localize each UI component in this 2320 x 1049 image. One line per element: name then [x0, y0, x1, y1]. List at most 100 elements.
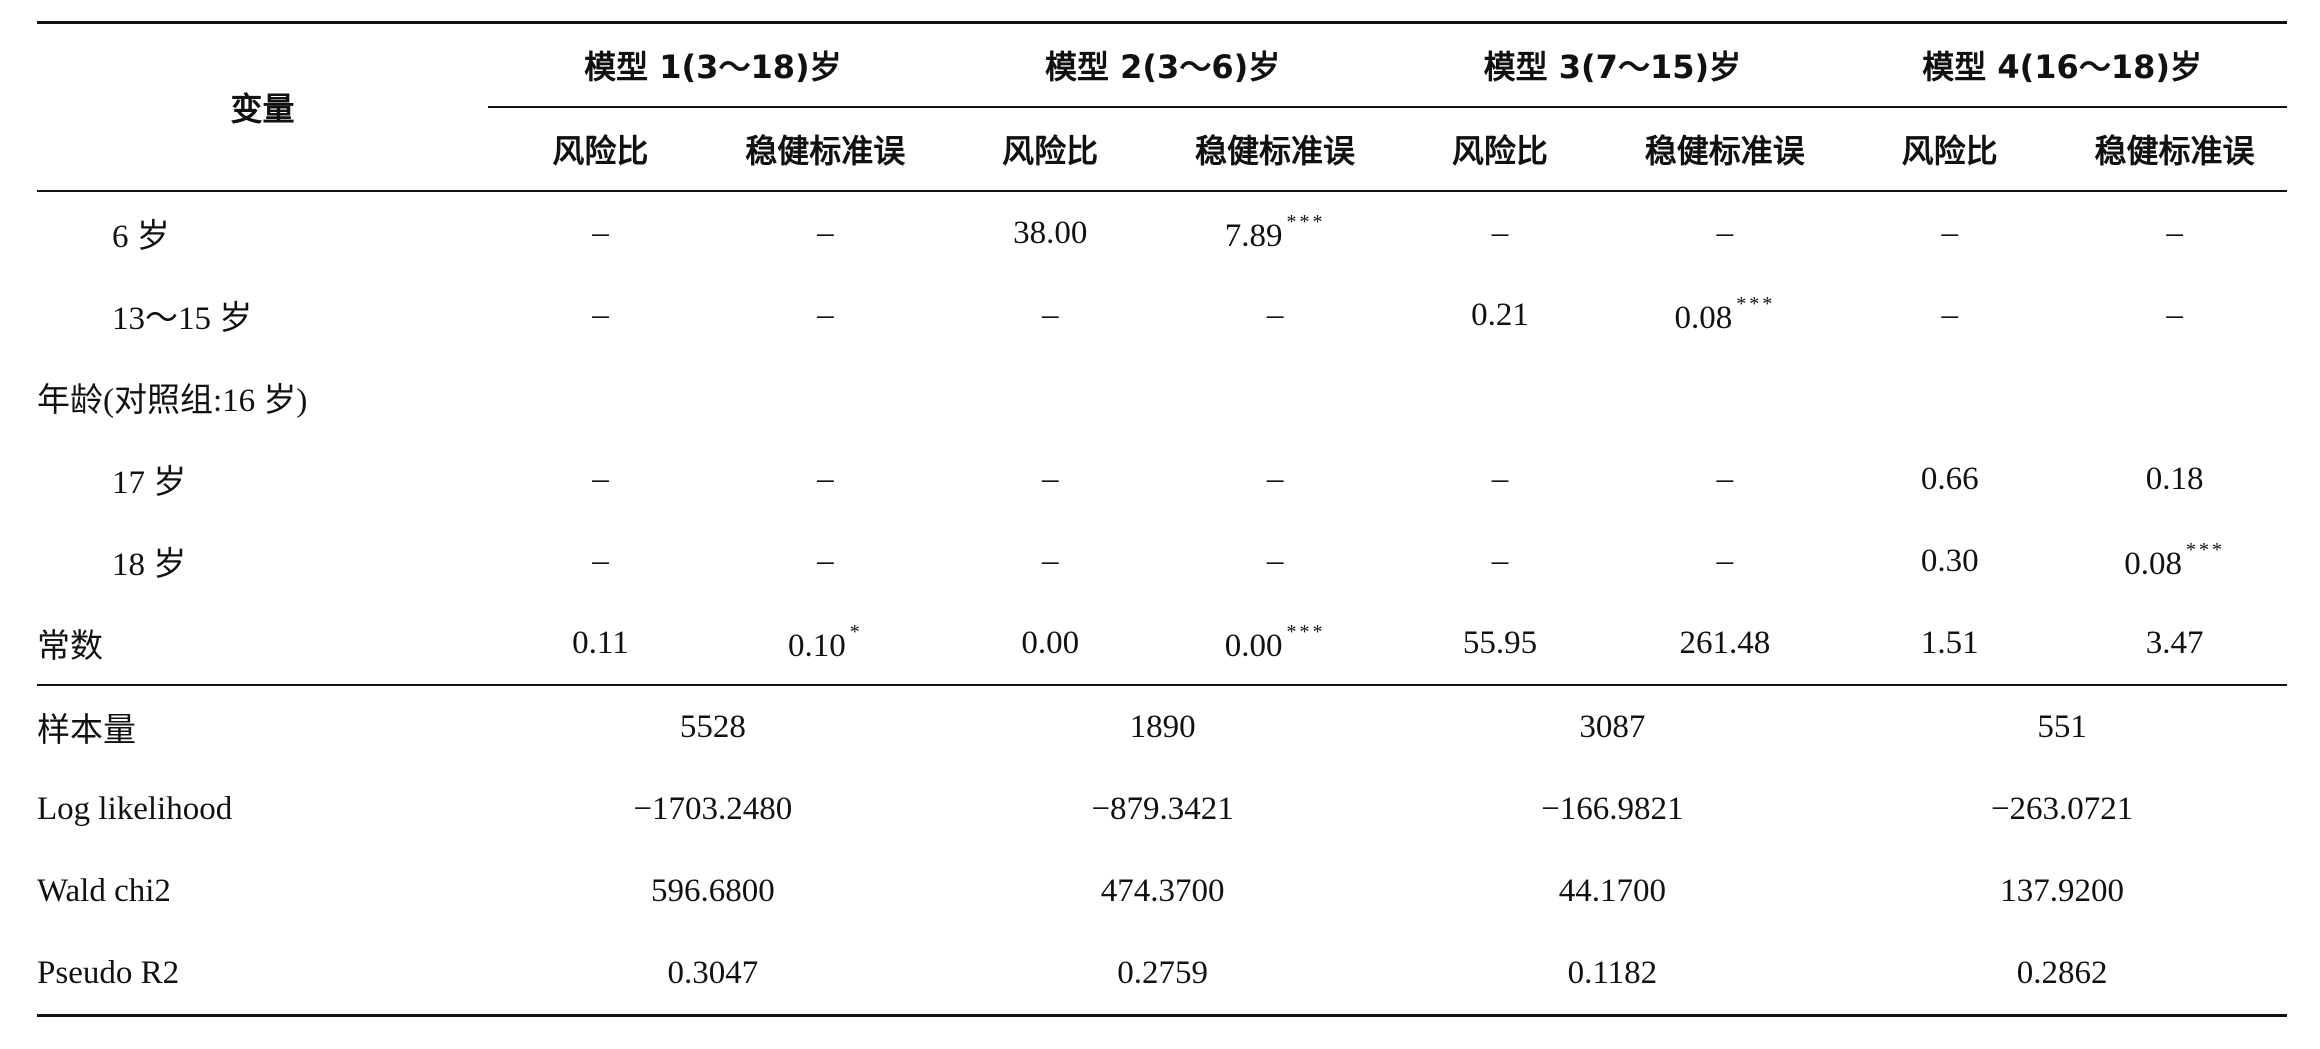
- model-title: 模型 4(16～18)岁: [1837, 21, 2287, 108]
- data-row: 13～15 岁 – – – – 0.21 0.08 *** – –: [37, 274, 2287, 356]
- cell: 7.89 ***: [1163, 191, 1388, 274]
- cell-value: 0.00: [1224, 628, 1283, 664]
- cell: 261.48: [1612, 602, 1838, 686]
- cell: 0.08 ***: [2062, 520, 2287, 602]
- row-label: 6 岁: [112, 219, 170, 255]
- cell: –: [1941, 214, 1958, 251]
- model-title: 模型 3(7～15)岁: [1387, 21, 1838, 108]
- data-row: 6 岁 – – 38.00 7.89 *** – – – –: [37, 191, 2287, 274]
- cell: 1.51: [1837, 602, 2063, 686]
- row-label: Pseudo R2: [37, 932, 488, 1017]
- column-header: 风险比: [1387, 107, 1613, 192]
- group-label: 年龄(对照组:16 岁): [37, 383, 308, 419]
- stat-value: −263.0721: [1990, 790, 2134, 827]
- row-label: 17 岁: [112, 465, 187, 501]
- stat-row: Wald chi2 596.6800 474.3700 44.1700 137.9200: [37, 850, 2287, 932]
- cell: –: [1041, 460, 1059, 497]
- cell: 0.21: [1471, 296, 1529, 333]
- cell: –: [817, 460, 834, 497]
- stat-value: 0.2862: [1837, 932, 2287, 1017]
- significance: ***: [1736, 293, 1776, 315]
- column-header: 风险比: [937, 107, 1163, 192]
- header-row: 变量 模型 1(3～18)岁 模型 2(3～6)岁 模型 3(7～15)岁 模型 4(1…: [37, 21, 2287, 192]
- column-header: 稳健标准误: [1162, 107, 1388, 192]
- cell: –: [1266, 296, 1284, 333]
- row-label: 样本量: [37, 713, 136, 749]
- row-label: Log likelihood: [37, 790, 233, 827]
- header-row: 风险比 稳健标准误 风险比 稳健标准误 风险比 稳健标准误 风险比 稳健标准误: [37, 107, 2287, 192]
- row-label: Wald chi2: [37, 872, 171, 909]
- cell: –: [817, 542, 834, 579]
- stat-value: 137.9200: [2000, 872, 2124, 909]
- column-header: 风险比: [488, 107, 713, 192]
- data-row: 常数 0.11 0.10 * 0.00 0.00 *** 55.95 261.48 1.51 3.4…: [37, 602, 2287, 686]
- model-title: 模型 2(3～6)岁: [937, 21, 1388, 108]
- cell: 0.00 ***: [1162, 602, 1388, 686]
- cell: –: [1041, 542, 1059, 579]
- stat-value: 1890: [1129, 708, 1196, 745]
- cell: –: [592, 542, 609, 579]
- stat-row: Log likelihood −1703.2480 −879.3421 −166.98…: [37, 768, 2287, 850]
- cell-value: 7.89: [1224, 218, 1283, 254]
- cell: 3.47: [2062, 602, 2287, 686]
- cell: 0.66: [1920, 460, 1979, 497]
- row-label: 13～15 岁: [112, 301, 253, 337]
- stat-value: 0.1182: [1387, 932, 1838, 1017]
- cell: –: [592, 296, 609, 333]
- header-cell: 变量: [37, 21, 488, 192]
- cell-value: 0.08: [1674, 300, 1733, 336]
- cell: –: [592, 460, 609, 497]
- stat-value: −1703.2480: [633, 790, 793, 827]
- results-table: 变量 模型 1(3～18)岁 模型 2(3～6)岁 模型 3(7～15)岁 模型 4(1…: [37, 21, 2287, 1017]
- stat-value: 551: [2037, 708, 2087, 745]
- cell: –: [1716, 214, 1734, 251]
- cell: –: [1491, 542, 1509, 579]
- cell: 0.10 *: [712, 602, 938, 686]
- model-title: 模型 1(3～18)岁: [488, 21, 938, 108]
- stat-value: 44.1700: [1558, 872, 1666, 909]
- cell: –: [817, 296, 834, 333]
- cell: –: [2166, 214, 2183, 251]
- column-header: 稳健标准误: [712, 107, 938, 192]
- cell: 0.11: [488, 602, 713, 686]
- cell: –: [1941, 296, 1958, 333]
- cell: –: [1266, 542, 1284, 579]
- column-header: 稳健标准误: [1612, 107, 1838, 192]
- cell: –: [592, 214, 609, 251]
- stat-value: −879.3421: [1091, 790, 1234, 827]
- data-row: 18 岁 – – – – – – 0.30 0.08 ***: [37, 520, 2287, 602]
- cell-value: 0.08: [2124, 546, 2182, 582]
- table-body: 6 岁 – –38.00 7.89 *** – – – –13～15 岁 – – – –0.21 0.08…: [37, 191, 2287, 1017]
- cell: –: [1041, 296, 1059, 333]
- stat-value: 5528: [679, 708, 746, 745]
- cell: –: [1491, 214, 1509, 251]
- cell: 38.00: [1013, 214, 1088, 251]
- cell: –: [1491, 460, 1509, 497]
- significance: ***: [2185, 539, 2225, 561]
- data-row: 17 岁 – – – – – – 0.66 0.18: [37, 438, 2287, 520]
- table-header: 变量 模型 1(3～18)岁 模型 2(3～6)岁 模型 3(7～15)岁 模型 4(1…: [37, 21, 2287, 192]
- cell: –: [1716, 542, 1734, 579]
- stat-row: 样本量 5528 1890 3087 551: [37, 685, 2287, 768]
- stat-value: 3087: [1579, 708, 1646, 745]
- stat-value: 0.3047: [488, 932, 938, 1017]
- cell: 0.30: [1920, 542, 1979, 579]
- cell: –: [817, 214, 834, 251]
- cell: –: [1716, 460, 1734, 497]
- row-label: 常数: [37, 602, 488, 686]
- significance: *: [849, 621, 863, 643]
- cell: 0.18: [2145, 460, 2204, 497]
- group-row: 年龄(对照组:16 岁): [37, 356, 2287, 438]
- cell: 0.08 ***: [1612, 274, 1837, 356]
- cell-value: 0.10: [787, 628, 846, 664]
- stat-value: 474.3700: [1100, 872, 1225, 909]
- cell: –: [2166, 296, 2183, 333]
- column-header: 风险比: [1837, 107, 2063, 192]
- stat-value: −166.9821: [1541, 790, 1684, 827]
- stat-value: 0.2759: [937, 932, 1388, 1017]
- column-header: 稳健标准误: [2062, 107, 2287, 192]
- significance: ***: [1286, 621, 1326, 643]
- significance: ***: [1286, 211, 1326, 233]
- cell: –: [1266, 460, 1284, 497]
